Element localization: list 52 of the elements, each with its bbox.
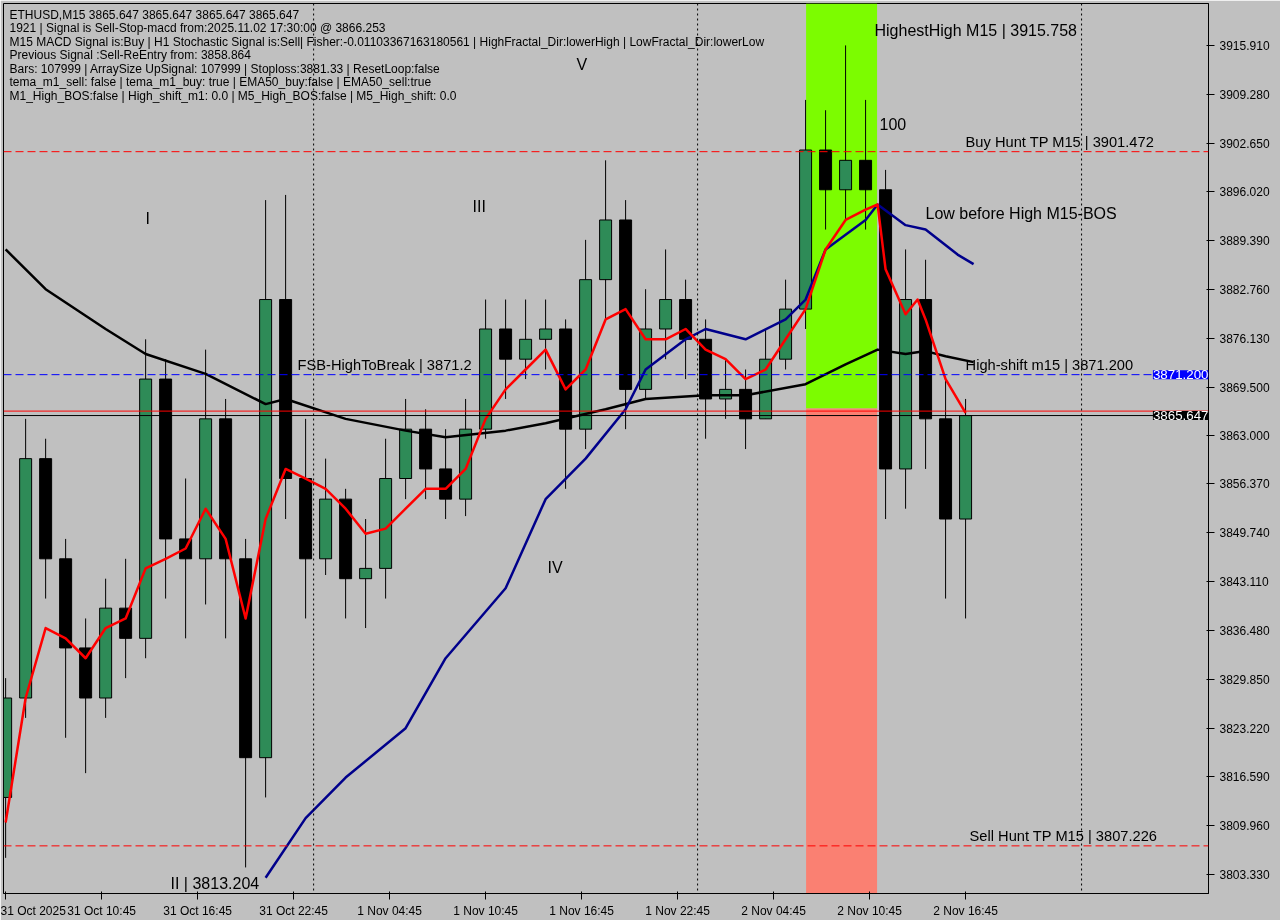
annotation: III (472, 197, 486, 215)
y-tick-label: 3843.110 (1219, 575, 1269, 590)
candlestick (519, 299, 533, 380)
annotation: M1_High_BOS:false | High_shift_m1: 0.0 | M5_High_BOS:false | M5_High_shift: 0.0 (9, 88, 457, 103)
x-tick-label: 1 Nov 10:45 (453, 903, 519, 918)
annotation: 1921 | Signal is Sell-Stop-macd from:2025.11.02 17:30:00 @ 3866.253 (9, 21, 386, 35)
annotation: tema_m1_sell: false | tema_m1_buy: true | EMA50_buy:false | EMA50_sell:true (9, 75, 432, 89)
x-tick-label: 31 Oct 22:45 (259, 903, 329, 918)
annotation: V (576, 55, 588, 73)
y-tick-label: 3863.000 (1219, 428, 1270, 443)
annotation: Previous Signal :Sell-ReEntry from: 3858.864 (9, 48, 252, 62)
candlestick (539, 299, 553, 370)
y-tick-label: 3876.130 (1219, 331, 1270, 346)
y-tick-label: 3902.650 (1219, 136, 1270, 151)
y-tick-label: 3823.220 (1219, 721, 1270, 736)
x-tick-label: 31 Oct 10:45 (67, 903, 137, 918)
y-tick-label: 3816.590 (1219, 770, 1270, 785)
y-tick-label: 3909.280 (1219, 87, 1270, 102)
y-tick-label: 3896.020 (1219, 185, 1270, 200)
x-tick-label: 31 Oct 2025 (0, 903, 67, 918)
y-tick-label: 3836.480 (1219, 623, 1270, 638)
annotation: 100 (879, 115, 907, 133)
annotation: IV (547, 558, 563, 576)
annotation: M15 MACD Signal is:Buy | H1 Stochastic Signal is:Sell| Fisher:-0.01103367163180561 | HighFractal_Dir:lowerHigh | LowFractal_Dir:lowerLow (9, 34, 765, 49)
candlestick (359, 518, 373, 629)
y-tick-label: 3882.760 (1219, 283, 1270, 298)
x-tick-label: 31 Oct 16:45 (163, 903, 233, 918)
x-tick-label: 1 Nov 04:45 (357, 903, 423, 918)
y-tick-label: 3869.500 (1219, 380, 1270, 395)
y-tick-label: 3829.850 (1219, 672, 1270, 687)
y-tick-label: 3889.390 (1219, 234, 1270, 249)
annotation: I (145, 209, 150, 227)
y-tick-label: 3803.330 (1219, 868, 1270, 883)
x-tick-label: 1 Nov 16:45 (549, 903, 615, 918)
ref-line-label: 3865.647 (1152, 408, 1209, 424)
annotation: ETHUSD,M15 3865.647 3865.647 3865.647 3865.647 (9, 7, 300, 22)
x-tick-label: 2 Nov 16:45 (933, 903, 999, 918)
x-tick-label: 2 Nov 10:45 (837, 903, 903, 918)
x-tick-label: 1 Nov 22:45 (645, 903, 711, 918)
y-tick-label: 3915.910 (1219, 38, 1270, 53)
annotation: Low before High M15-BOS (925, 204, 1117, 222)
annotation: FSB-HighToBreak | 3871.2 (297, 356, 472, 373)
annotation: Bars: 107999 | ArraySize UpSignal: 107999 | Stoploss:3881.33 | ResetLoop:false (9, 61, 441, 76)
y-tick-label: 3849.740 (1219, 526, 1270, 541)
annotation: Sell Hunt TP M15 | 3807.226 (969, 827, 1157, 844)
annotation: II | 3813.204 (170, 874, 260, 892)
annotation: High-shift m15 | 3871.200 (965, 356, 1134, 373)
y-tick-label: 3856.370 (1219, 477, 1270, 492)
x-tick-label: 2 Nov 04:45 (741, 903, 807, 918)
y-tick-label: 3809.960 (1219, 819, 1270, 834)
annotation: Buy Hunt TP M15 | 3901.472 (965, 133, 1154, 150)
ref-line-label: 3871.200 (1152, 367, 1209, 383)
